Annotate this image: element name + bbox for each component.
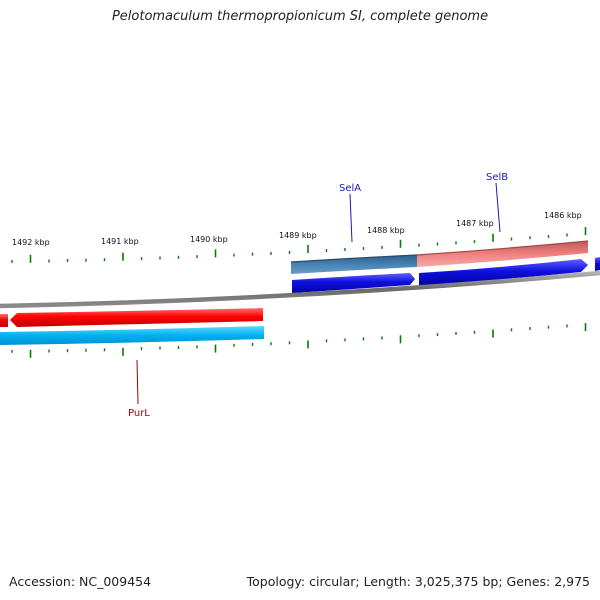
map-title: Pelotomaculum thermopropionicum SI, comp… [111, 9, 489, 24]
cds-arrow-sela[interactable] [292, 273, 415, 293]
cds-arrow-next[interactable] [595, 257, 600, 271]
genome-backbone [0, 270, 600, 309]
gene-label-purl[interactable]: PurL [128, 408, 150, 419]
tick-label-1487: 1487 kbp [456, 219, 494, 228]
gene-label-selb[interactable]: SelB [486, 172, 508, 183]
gene-label-sela[interactable]: SelA [339, 183, 361, 194]
cds-arrow-purl[interactable] [10, 308, 263, 327]
gene-bar-sela[interactable] [291, 255, 417, 274]
topology-label: Topology: circular; Length: 3,025,375 bp… [246, 574, 590, 589]
selb-leader-line [495, 182, 501, 233]
gc-ticks-lower [11, 323, 587, 358]
gene-bar-selb[interactable] [417, 241, 588, 267]
sela-leader-line [349, 193, 353, 243]
purl-leader-line [136, 359, 139, 405]
tick-label-1492: 1492 kbp [12, 238, 50, 247]
tick-label-1488: 1488 kbp [367, 226, 405, 235]
cds-arrow-selb[interactable] [419, 259, 588, 286]
accession-label: Accession: NC_009454 [9, 574, 152, 589]
gc-ticks-upper [11, 227, 587, 263]
tick-label-1486: 1486 kbp [544, 211, 582, 220]
tick-label-1489: 1489 kbp [279, 231, 317, 240]
gene-bar-purl[interactable] [0, 326, 264, 345]
cds-arrow-left-partial[interactable] [0, 314, 8, 327]
tick-label-1491: 1491 kbp [101, 237, 139, 246]
tick-label-1490: 1490 kbp [190, 235, 228, 244]
